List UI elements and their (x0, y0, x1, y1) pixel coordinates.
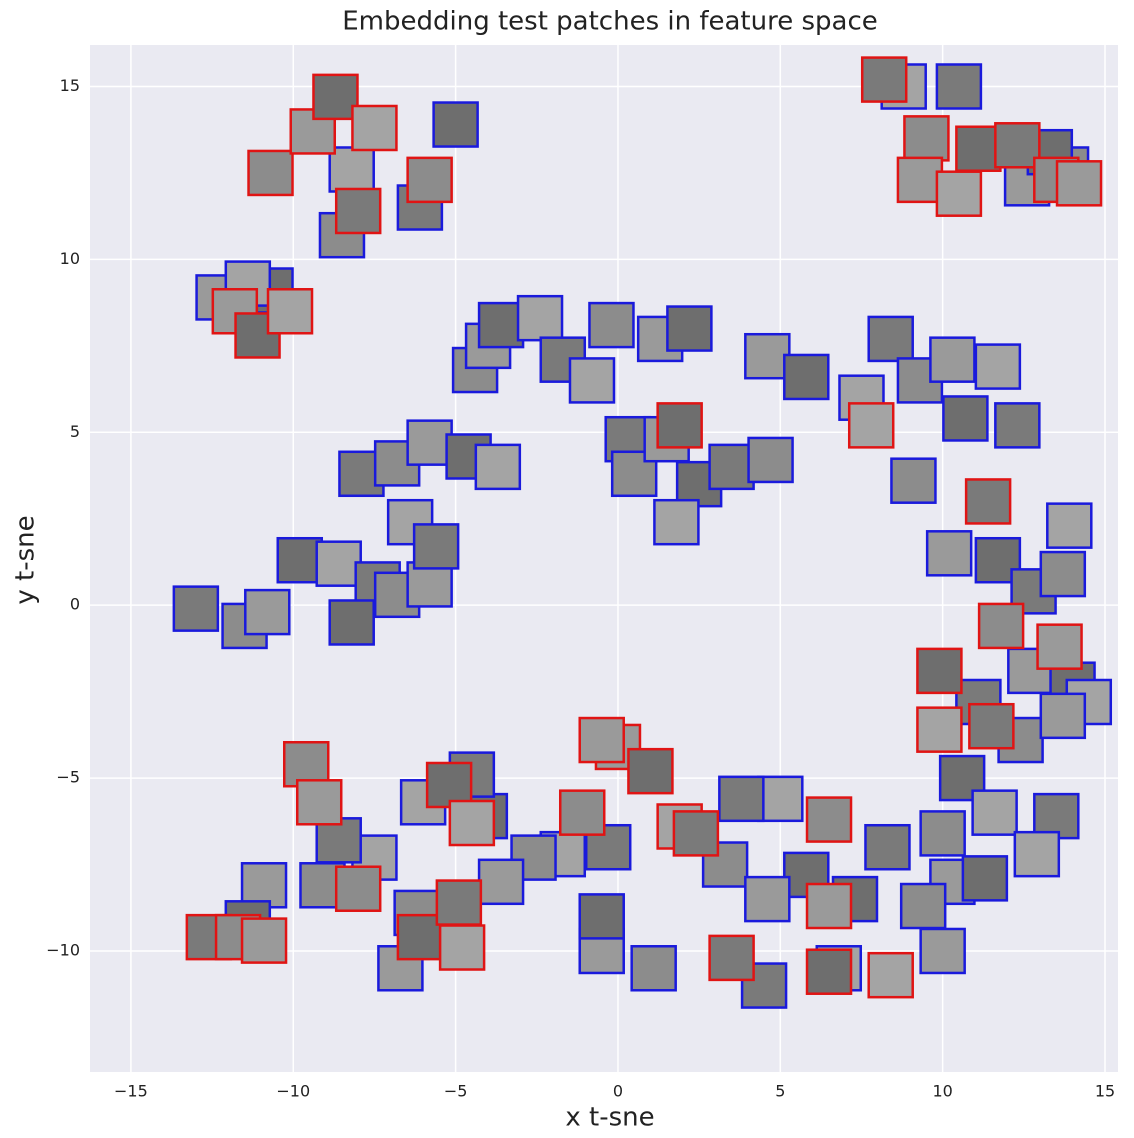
image-patch (408, 421, 452, 465)
x-tick-label: 0 (613, 1082, 623, 1101)
chart: Embedding test patches in feature space … (0, 0, 1134, 1134)
image-patch (450, 801, 494, 845)
y-axis-label: y t-sne (11, 515, 41, 604)
image-patch (408, 158, 452, 202)
image-patch (1038, 625, 1082, 669)
image-patch (297, 780, 341, 824)
chart-title: Embedding test patches in feature space (342, 7, 878, 37)
image-patch (921, 811, 965, 855)
image-patch (710, 936, 754, 980)
image-patch (749, 438, 793, 482)
image-patch (901, 884, 945, 928)
image-patch (904, 116, 948, 160)
image-patch (336, 189, 380, 233)
image-patch (249, 151, 293, 195)
image-patch (268, 289, 312, 333)
y-tick-label: −5 (56, 768, 80, 787)
image-patch (518, 296, 562, 340)
image-patch (674, 811, 718, 855)
image-patch (963, 856, 1007, 900)
image-patch (891, 459, 935, 503)
image-patch (245, 590, 289, 634)
image-patch (865, 825, 909, 869)
image-patch (330, 600, 374, 644)
image-patch (580, 718, 624, 762)
image-patch (973, 791, 1017, 835)
image-patch (336, 867, 380, 911)
image-patch (710, 445, 754, 489)
image-patch (784, 355, 828, 399)
image-patch (560, 791, 604, 835)
image-patch (632, 946, 676, 990)
image-patch (956, 127, 1000, 171)
image-patch (434, 103, 478, 147)
image-patch (917, 649, 961, 693)
image-patch (479, 303, 523, 347)
image-patch (995, 403, 1039, 447)
image-patch (807, 950, 851, 994)
image-patch (479, 860, 523, 904)
image-patch (927, 531, 971, 575)
image-patch (1015, 832, 1059, 876)
image-patch (969, 704, 1013, 748)
image-patch (317, 542, 361, 586)
image-patch (437, 881, 481, 925)
image-patch (654, 500, 698, 544)
x-tick-label: −10 (276, 1082, 310, 1101)
image-patch (862, 58, 906, 102)
image-patch (1047, 504, 1091, 548)
x-tick-label: 15 (1095, 1082, 1115, 1101)
x-tick-label: 10 (932, 1082, 952, 1101)
image-patch (278, 538, 322, 582)
x-tick-label: −15 (114, 1082, 148, 1101)
image-patch (242, 919, 286, 963)
y-tick-label: 15 (60, 76, 80, 95)
x-axis-label: x t-sne (565, 1103, 654, 1133)
image-patch (1041, 552, 1085, 596)
image-patch (1057, 161, 1101, 205)
image-patch (807, 798, 851, 842)
image-patch (869, 317, 913, 361)
y-tick-label: 5 (70, 422, 80, 441)
image-patch (570, 358, 614, 402)
image-patch (917, 708, 961, 752)
image-patch (921, 929, 965, 973)
x-tick-label: 5 (775, 1082, 785, 1101)
image-patch (979, 604, 1023, 648)
image-patch (898, 158, 942, 202)
image-patch (943, 396, 987, 440)
image-patch (976, 345, 1020, 389)
image-patch (174, 587, 218, 631)
image-patch (849, 403, 893, 447)
image-patch (745, 877, 789, 921)
image-patch (745, 334, 789, 378)
image-patch (807, 884, 851, 928)
image-patch (352, 106, 396, 150)
x-tick-label: −5 (444, 1082, 468, 1101)
image-patch (440, 926, 484, 970)
image-patch (937, 172, 981, 216)
image-patch (719, 777, 763, 821)
image-patch (580, 894, 624, 938)
image-patch (937, 64, 981, 108)
y-tick-label: −10 (46, 940, 80, 959)
image-patch (995, 123, 1039, 167)
image-patch (398, 915, 442, 959)
y-tick-label: 0 (70, 595, 80, 614)
image-patch (313, 75, 357, 119)
image-patch (758, 777, 802, 821)
image-patch (589, 303, 633, 347)
y-tick-label: 10 (60, 249, 80, 268)
image-patch (628, 749, 672, 793)
image-patch (930, 338, 974, 382)
image-patch (1041, 694, 1085, 738)
image-patch (869, 953, 913, 997)
image-patch (330, 147, 374, 191)
image-patch (414, 524, 458, 568)
image-patch (658, 403, 702, 447)
image-patch (667, 307, 711, 351)
image-patch (476, 445, 520, 489)
image-patch (966, 479, 1010, 523)
